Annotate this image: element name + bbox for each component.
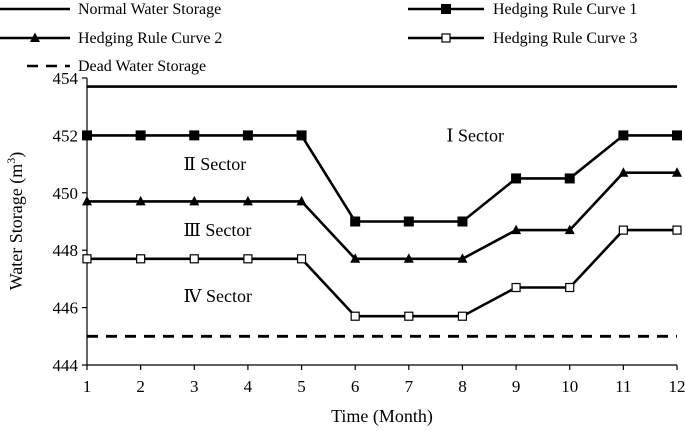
legend-item: Dead Water Storage — [27, 58, 206, 75]
legend-marker — [441, 33, 451, 43]
x-tick-label: 12 — [669, 377, 685, 396]
series-hedging-rule-curve-2 — [82, 167, 682, 263]
data-point — [189, 254, 199, 264]
legend-label: Dead Water Storage — [78, 58, 206, 75]
legend-marker — [441, 4, 451, 14]
x-tick-label: 11 — [615, 377, 631, 396]
data-point — [136, 254, 146, 264]
data-point — [672, 225, 682, 235]
data-point — [350, 253, 361, 263]
y-axis-title-close: ) — [6, 152, 27, 158]
y-ticks: 444 446 448 450 452 454 — [53, 69, 87, 375]
y-tick-label: 454 — [53, 69, 79, 88]
series-layer — [82, 85, 682, 338]
data-point — [403, 216, 414, 227]
data-point — [350, 216, 361, 227]
data-point — [242, 130, 253, 141]
data-point — [350, 311, 360, 321]
data-point — [404, 311, 414, 321]
data-point — [564, 224, 575, 235]
y-tick-label: 444 — [53, 356, 79, 375]
data-point — [82, 130, 92, 141]
legend-item: Hedging Rule Curve 2 — [0, 30, 222, 47]
data-point — [296, 254, 307, 264]
x-tick-label: 1 — [83, 377, 92, 396]
x-tick-label: 7 — [405, 377, 414, 396]
y-tick-label: 452 — [53, 126, 79, 145]
legend-label: Hedging Rule Curve 1 — [493, 1, 637, 18]
series-line — [87, 134, 677, 223]
x-ticks: 1 2 3 4 5 6 7 8 9 10 11 12 — [83, 365, 685, 396]
x-tick-label: 10 — [561, 377, 578, 396]
data-point — [511, 173, 522, 184]
legend-marker — [30, 32, 40, 42]
series-hedging-rule-curve-3 — [82, 225, 682, 321]
y-axis-title: Water Storage (m3) — [4, 152, 27, 291]
legend-label: Hedging Rule Curve 2 — [78, 30, 222, 47]
data-point — [672, 167, 682, 177]
data-point — [242, 195, 253, 206]
x-tick-label: 2 — [136, 377, 145, 396]
series-line — [87, 228, 677, 318]
data-point — [618, 225, 628, 235]
legend: Normal Water Storage Hedging Rule Curve 1… — [0, 1, 637, 75]
legend-label: Normal Water Storage — [78, 1, 221, 18]
x-tick-label: 6 — [351, 377, 360, 396]
y-tick-label: 450 — [53, 184, 79, 203]
data-point — [618, 130, 629, 141]
legend-label: Hedging Rule Curve 3 — [493, 30, 637, 47]
data-point — [565, 282, 575, 293]
data-point — [189, 195, 200, 206]
data-point — [457, 311, 468, 321]
data-point — [296, 195, 307, 206]
data-point — [457, 253, 468, 263]
data-point — [672, 130, 682, 141]
data-point — [135, 130, 146, 141]
data-point — [82, 254, 92, 264]
data-point — [511, 224, 522, 235]
legend-item: Hedging Rule Curve 3 — [408, 30, 637, 47]
x-tick-label: 5 — [297, 377, 306, 396]
x-tick-label: 4 — [244, 377, 253, 396]
legend-item: Normal Water Storage — [0, 1, 221, 18]
y-tick-label: 448 — [53, 241, 79, 260]
data-point — [511, 282, 521, 293]
data-point — [457, 216, 468, 227]
sector-label: Ⅲ Sector — [184, 220, 252, 240]
data-point — [243, 254, 253, 264]
data-point — [403, 253, 414, 263]
data-point — [296, 130, 307, 141]
sector-label: Ⅰ Sector — [446, 125, 504, 145]
series-line — [87, 171, 677, 261]
x-tick-label: 3 — [190, 377, 199, 396]
data-point — [189, 130, 200, 141]
sector-label: Ⅱ Sector — [184, 154, 247, 174]
x-tick-label: 9 — [512, 377, 521, 396]
x-tick-label: 8 — [458, 377, 467, 396]
data-point — [82, 195, 92, 206]
axes — [86, 78, 677, 366]
y-axis-title-superscript: 3 — [4, 158, 18, 164]
data-point — [618, 167, 629, 177]
annotation-layer: Ⅰ Sector Ⅱ Sector Ⅲ Sector Ⅳ Sector — [184, 125, 504, 306]
sector-label: Ⅳ Sector — [184, 286, 252, 306]
legend-item: Hedging Rule Curve 1 — [408, 1, 637, 18]
y-tick-label: 446 — [53, 299, 79, 318]
series-hedging-rule-curve-1 — [82, 130, 682, 227]
y-axis-title-main: Water Storage (m — [6, 164, 27, 291]
x-axis-title: Time (Month) — [331, 406, 433, 427]
data-point — [564, 173, 575, 184]
data-point — [135, 195, 146, 206]
